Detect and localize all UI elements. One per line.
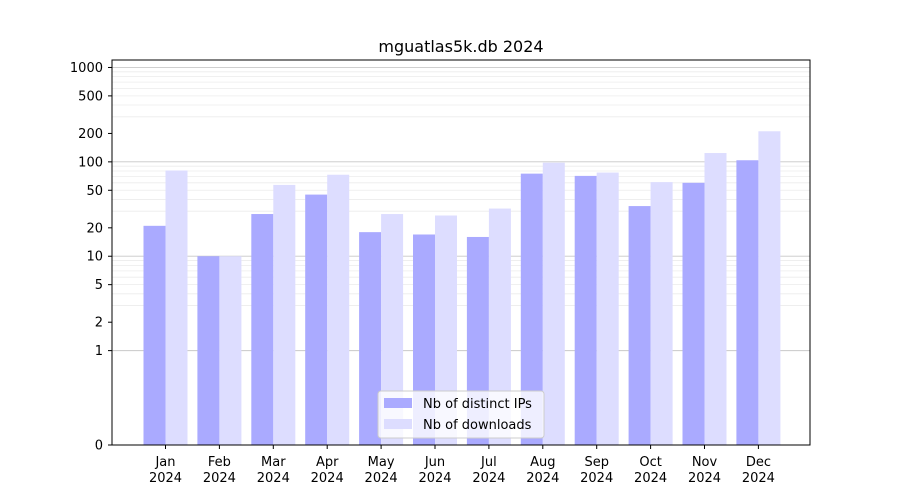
x-tick-label-month: Jan	[154, 455, 175, 470]
x-tick-label-year: 2024	[526, 471, 559, 486]
bar-downloads-may	[381, 214, 404, 445]
y-tick-label: 200	[78, 127, 103, 142]
legend-swatch-distinct-ips	[384, 398, 412, 408]
x-tick-label-month: Mar	[261, 455, 286, 470]
bar-distinct-ips-sep	[574, 175, 597, 445]
bar-downloads-jan	[165, 170, 188, 445]
y-tick-label: 100	[78, 155, 103, 170]
y-tick-label: 5	[95, 278, 103, 293]
plot-frame	[111, 59, 811, 446]
x-tick-label-year: 2024	[311, 471, 344, 486]
bar-distinct-ips-mar	[251, 214, 274, 445]
legend-box	[377, 390, 545, 439]
x-tick-label-year: 2024	[149, 471, 182, 486]
x-tick-label-month: Aug	[530, 455, 555, 470]
bar-downloads-feb	[219, 256, 242, 445]
x-tick-label-month: May	[368, 455, 395, 470]
legend-label-downloads: Nb of downloads	[423, 418, 532, 433]
y-tick-label: 1	[95, 344, 103, 359]
x-tick-label-month: Jul	[480, 455, 497, 470]
bar-downloads-jul	[488, 208, 511, 445]
y-axis: 0 1 2 5 10 20 50 100 200 500 1000	[70, 61, 112, 454]
x-tick-label-year: 2024	[742, 471, 775, 486]
y-tick-label: 50	[86, 184, 103, 199]
y-tick-label: 500	[78, 89, 103, 104]
bar-distinct-ips-dec	[736, 160, 759, 445]
x-tick-label-month: Oct	[639, 455, 661, 470]
x-tick-label-year: 2024	[688, 471, 721, 486]
bar-downloads-jun	[435, 215, 457, 445]
x-tick-label-month: Sep	[584, 455, 609, 470]
y-tick-label: 1000	[70, 61, 103, 76]
bar-downloads-nov	[704, 153, 727, 445]
y-tick-label: 20	[86, 221, 103, 236]
x-tick-label-year: 2024	[365, 471, 398, 486]
bar-distinct-ips-jan	[143, 225, 166, 445]
y-tick-label: 0	[95, 439, 103, 454]
bar-downloads-oct	[650, 182, 673, 445]
x-tick-label-month: Apr	[316, 455, 339, 470]
legend: Nb of distinct IPs Nb of downloads	[377, 390, 545, 439]
bar-distinct-ips-aug	[520, 173, 543, 446]
legend-swatch-downloads	[384, 419, 412, 429]
legend-label-distinct-ips: Nb of distinct IPs	[423, 397, 532, 412]
x-tick-label-year: 2024	[472, 471, 505, 486]
bar-downloads-aug	[542, 162, 565, 445]
y-tick-label: 2	[95, 316, 103, 331]
x-tick-label-year: 2024	[418, 471, 451, 486]
bar-distinct-ips-nov	[682, 182, 705, 445]
bar-distinct-ips-may	[359, 232, 382, 445]
x-tick-label-year: 2024	[203, 471, 236, 486]
bar-distinct-ips-oct	[628, 206, 651, 445]
x-tick-label-year: 2024	[580, 471, 613, 486]
bar-downloads-apr	[327, 174, 350, 445]
x-tick-label-month: Feb	[208, 455, 231, 470]
x-tick-label-month: Dec	[746, 455, 771, 470]
x-axis: Jan2024Feb2024Mar2024Apr2024May2024Jun20…	[149, 445, 775, 486]
bar-downloads-mar	[273, 184, 296, 446]
x-tick-label-year: 2024	[634, 471, 667, 486]
bar-distinct-ips-feb	[197, 256, 220, 445]
x-tick-label-year: 2024	[257, 471, 290, 486]
chart-title: mguatlas5k.db 2024	[378, 37, 543, 56]
bars	[143, 131, 781, 446]
bar-downloads-sep	[596, 172, 619, 445]
bar-downloads-dec	[758, 131, 781, 445]
x-tick-label-month: Nov	[692, 455, 718, 470]
bar-distinct-ips-apr	[305, 194, 328, 445]
y-tick-label: 10	[86, 250, 103, 265]
x-tick-label-month: Jun	[424, 455, 445, 470]
